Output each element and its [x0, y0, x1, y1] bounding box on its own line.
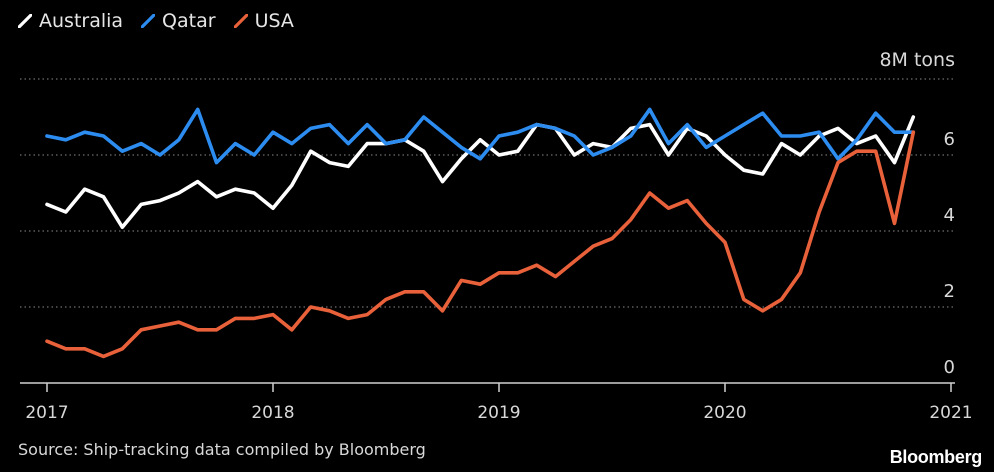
x-tick-label: 2021 [929, 403, 972, 423]
legend-swatch-qatar [141, 14, 156, 28]
legend-item-qatar: Qatar [141, 10, 216, 32]
y-tick-label: 2 [944, 281, 955, 302]
series-line-usa [45, 130, 916, 359]
series-line-qatar [45, 107, 916, 165]
x-tick-label: 2020 [703, 403, 746, 423]
bloomberg-logo: Bloomberg [889, 447, 983, 467]
legend-item-australia: Australia [18, 10, 123, 32]
source-note: Source: Ship-tracking data compiled by B… [18, 440, 426, 459]
y-tick-label: 4 [944, 205, 955, 226]
legend: Australia Qatar USA [18, 10, 294, 32]
y-axis-unit: 8M tons [879, 49, 955, 71]
legend-swatch-usa [233, 14, 248, 28]
y-tick-label: 0 [944, 357, 955, 378]
x-tick-label: 2019 [477, 403, 520, 423]
legend-label-qatar: Qatar [162, 10, 216, 32]
legend-label-usa: USA [254, 10, 294, 32]
y-tick-label: 6 [944, 129, 955, 150]
legend-item-usa: USA [233, 10, 294, 32]
x-tick-label: 2018 [251, 403, 294, 423]
x-tick-label: 2017 [25, 403, 68, 423]
series-line-australia [45, 115, 916, 229]
legend-swatch-australia [18, 14, 32, 28]
legend-label-australia: Australia [39, 10, 124, 32]
